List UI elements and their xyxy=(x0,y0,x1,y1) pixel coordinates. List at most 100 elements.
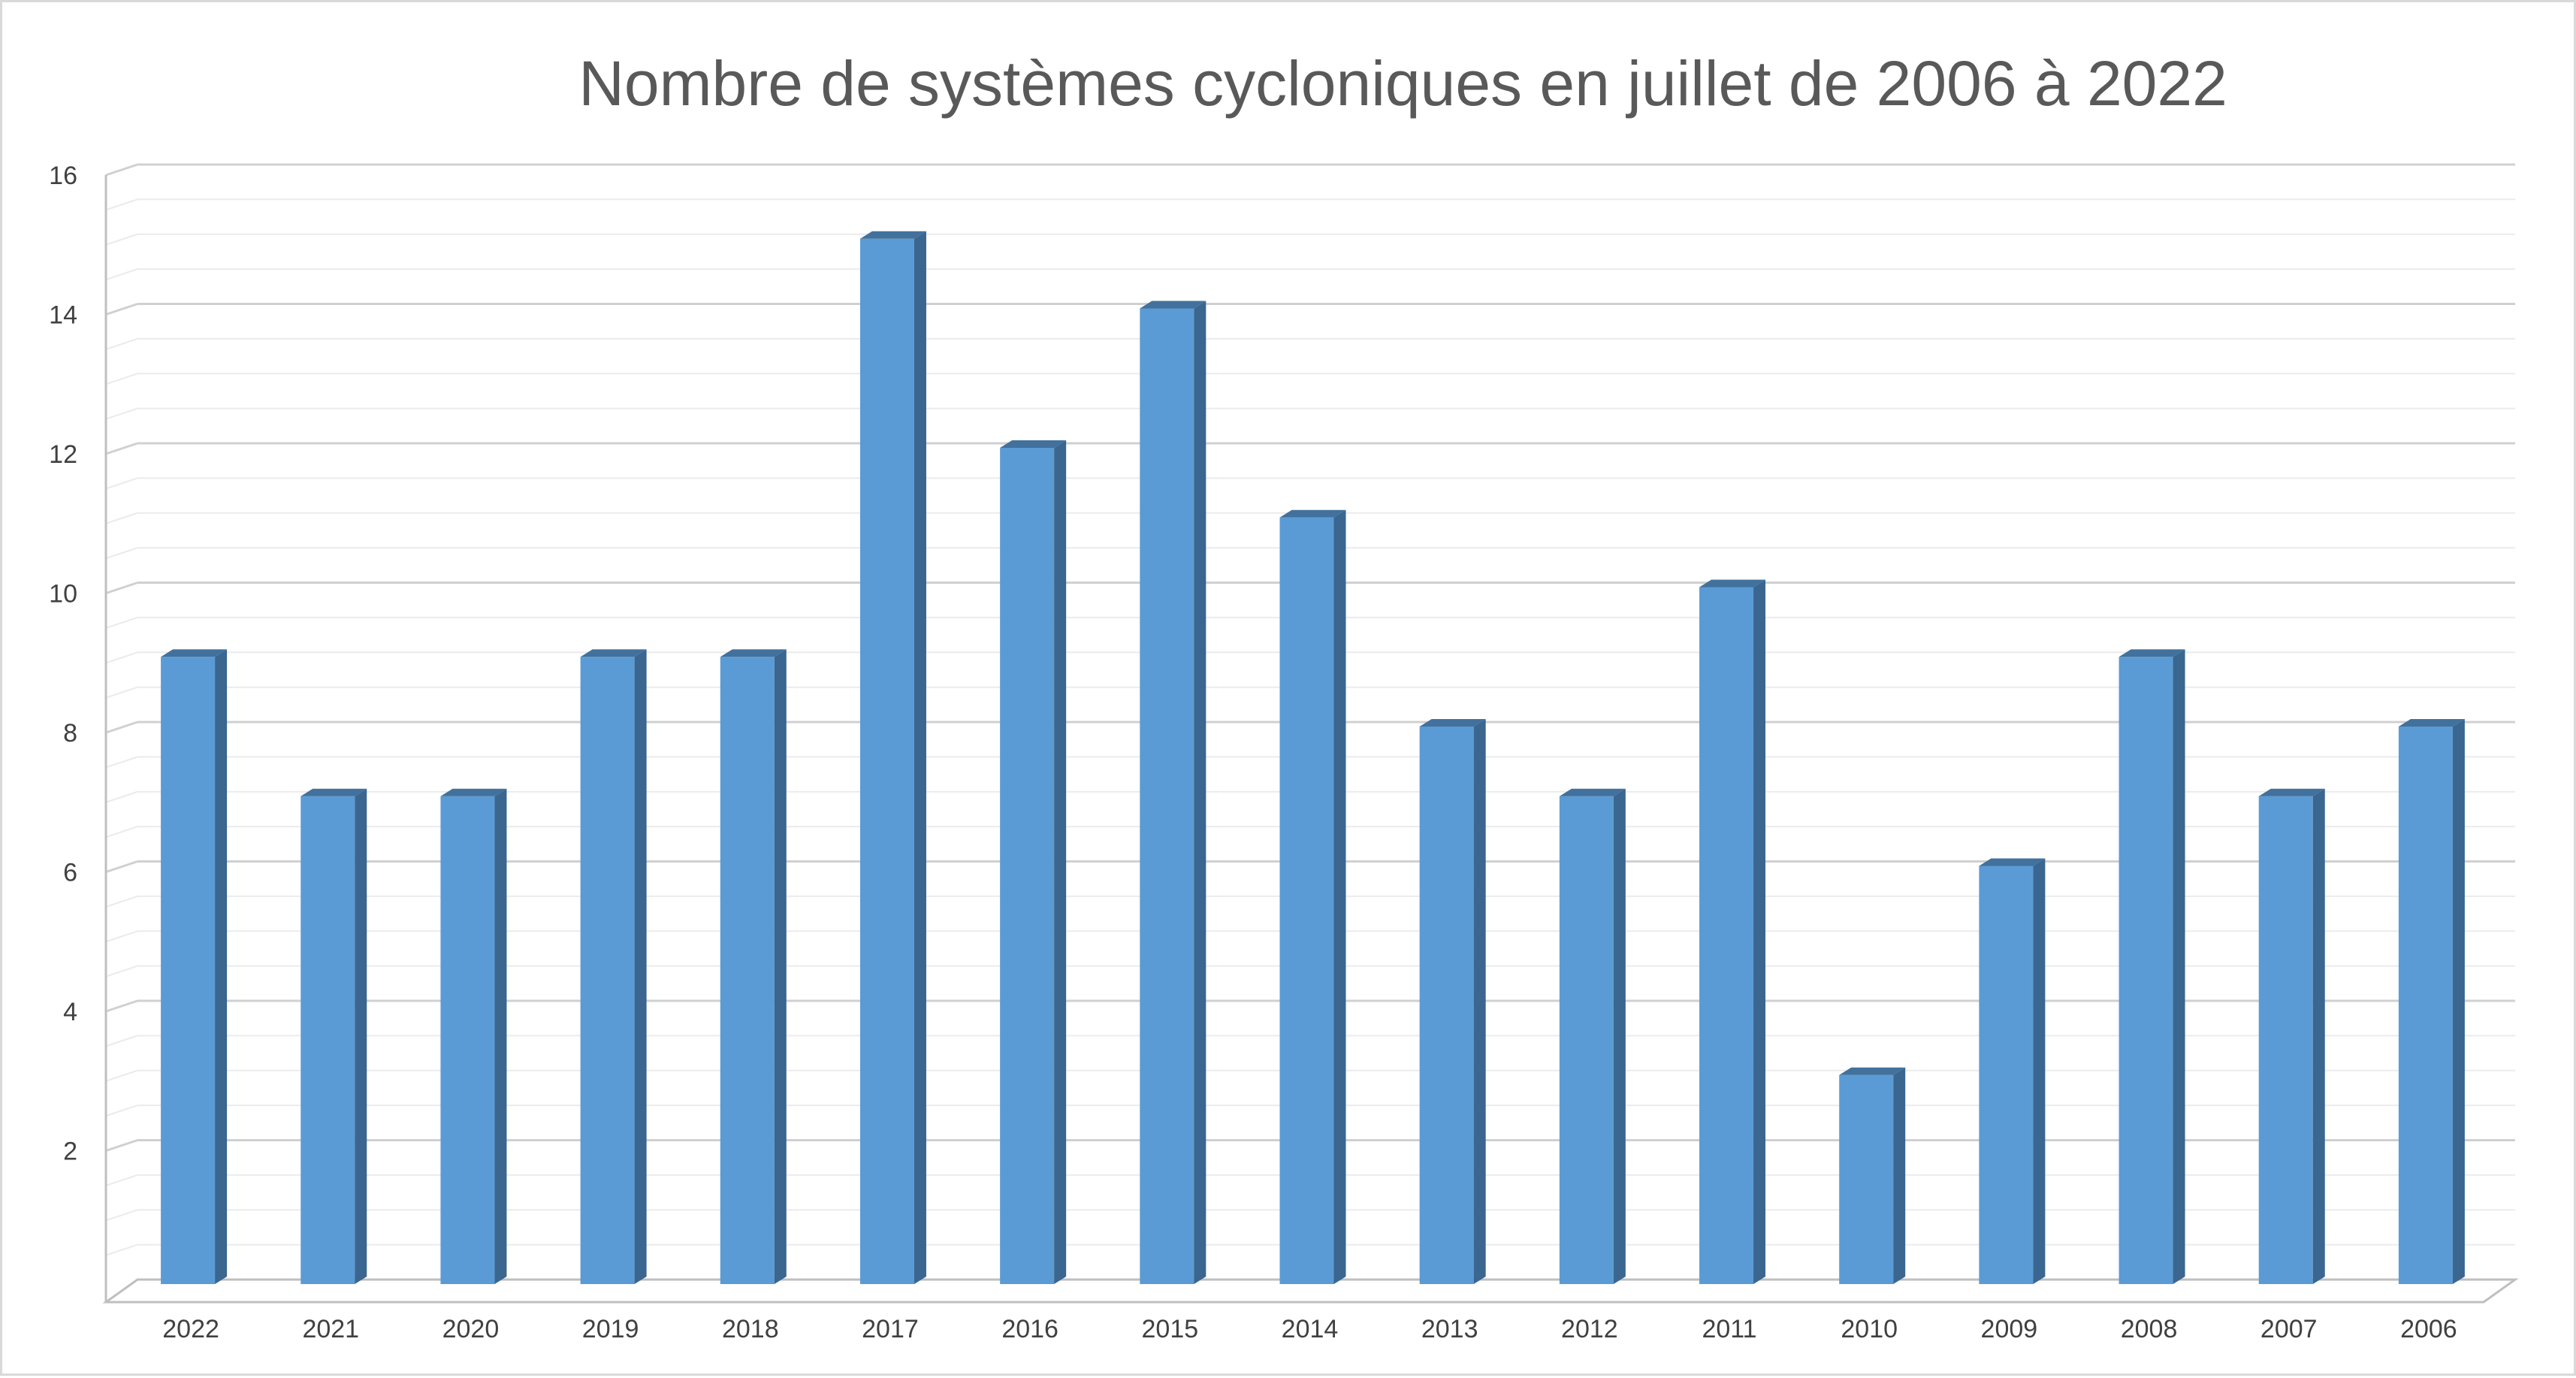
bar-top xyxy=(720,649,787,657)
y-tick-label: 16 xyxy=(49,162,77,190)
bar-2022 xyxy=(161,649,228,1284)
bar-top xyxy=(161,649,228,657)
side-wall-gridline xyxy=(105,1209,138,1222)
bar-front xyxy=(580,657,635,1284)
side-wall-gridline xyxy=(105,337,138,350)
bar-side xyxy=(2033,858,2046,1284)
bar-top xyxy=(1699,579,1766,588)
y-tick-labels: 2 4 6 8 10 12 14 16 xyxy=(49,162,77,1166)
bar-2010 xyxy=(1839,1067,1906,1284)
x-tick-label: 2013 xyxy=(1421,1315,1478,1343)
bar-top xyxy=(1279,509,1346,518)
side-wall-gridline xyxy=(105,756,138,769)
side-wall-gridline xyxy=(105,547,138,560)
bar-side xyxy=(355,788,367,1284)
side-wall-gridline xyxy=(105,582,138,594)
bar-side xyxy=(1473,719,1486,1284)
bar-side xyxy=(494,788,507,1284)
side-wall-gridline xyxy=(105,1139,138,1152)
side-wall-gridline xyxy=(105,303,138,316)
bar-2016 xyxy=(1000,440,1067,1284)
x-tick-label: 2011 xyxy=(1702,1315,1756,1343)
side-wall-gridline xyxy=(105,860,138,873)
y-tick-label: 12 xyxy=(49,440,77,469)
x-tick-label: 2008 xyxy=(2121,1315,2178,1343)
bar-side xyxy=(774,649,787,1284)
side-wall-gridline xyxy=(105,1174,138,1186)
side-wall-gridline xyxy=(105,373,138,385)
bar-front xyxy=(1279,517,1334,1284)
chart-title: Nombre de systèmes cycloniques en juille… xyxy=(578,48,2227,119)
bar-top xyxy=(1000,440,1067,448)
side-wall-gridline xyxy=(105,477,138,490)
x-tick-labels: 2022 2021 2020 2019 2018 2017 2016 2015 2014 2013… xyxy=(162,1315,2457,1343)
side-wall-gridline xyxy=(105,163,138,177)
y-tick-label: 4 xyxy=(63,998,77,1026)
bar-side xyxy=(1753,579,1766,1284)
side-wall-gridline xyxy=(105,233,138,246)
bar-2021 xyxy=(300,788,367,1284)
bar-front xyxy=(720,657,775,1284)
x-tick-label: 2022 xyxy=(162,1315,219,1343)
bar-front xyxy=(161,657,216,1284)
bar-side xyxy=(2312,788,2325,1284)
bar-front xyxy=(2258,796,2313,1284)
bar-front xyxy=(1140,308,1194,1284)
bar-2018 xyxy=(720,649,787,1284)
bar-side xyxy=(1333,509,1346,1284)
x-tick-label: 2006 xyxy=(2400,1315,2457,1343)
bar-2020 xyxy=(440,788,507,1284)
bar-2015 xyxy=(1140,301,1206,1284)
side-wall-gridline xyxy=(105,930,138,943)
bar-front xyxy=(1699,587,1754,1284)
bar-2012 xyxy=(1559,788,1626,1284)
bar-side xyxy=(1194,301,1206,1284)
bar-top xyxy=(1559,788,1626,796)
bar-top xyxy=(2398,719,2465,727)
x-tick-label: 2016 xyxy=(1001,1315,1058,1343)
bar-side xyxy=(215,649,228,1284)
bar-top xyxy=(1419,719,1486,727)
x-tick-label: 2019 xyxy=(582,1315,639,1343)
side-wall-gridline xyxy=(105,1069,138,1082)
side-wall-gridline xyxy=(105,442,138,455)
bar-2014 xyxy=(1279,509,1346,1284)
x-tick-label: 2021 xyxy=(302,1315,359,1343)
bar-side xyxy=(1054,440,1067,1284)
bar-2013 xyxy=(1419,719,1486,1284)
side-wall-gridline xyxy=(105,895,138,908)
bar-front xyxy=(2118,657,2173,1284)
y-tick-label: 2 xyxy=(63,1138,77,1166)
y-tick-label: 10 xyxy=(49,580,77,609)
bar-top xyxy=(440,788,507,796)
bar-top xyxy=(1979,858,2046,866)
bar-2009 xyxy=(1979,858,2046,1284)
side-wall-gridline xyxy=(105,790,138,803)
bar-top xyxy=(580,649,647,657)
bar-top xyxy=(300,788,367,796)
x-tick-label: 2012 xyxy=(1561,1315,1618,1343)
bar-top xyxy=(859,231,926,239)
bar-front xyxy=(1839,1074,1894,1284)
side-wall-gridline xyxy=(105,512,138,524)
bar-front xyxy=(1000,448,1055,1284)
bar-side xyxy=(2452,719,2465,1284)
y-tick-label: 8 xyxy=(63,719,77,748)
bar-2006 xyxy=(2398,719,2465,1284)
bar-top xyxy=(2118,649,2185,657)
bar-front xyxy=(1559,796,1614,1284)
side-wall-gridline xyxy=(105,268,138,281)
side-wall-gridline xyxy=(105,1035,138,1047)
bar-front xyxy=(1419,727,1474,1284)
side-wall-gridline xyxy=(105,616,138,629)
bar-2008 xyxy=(2118,649,2185,1284)
bar-top xyxy=(2258,788,2325,796)
bar-front xyxy=(300,796,355,1284)
side-wall-gridline xyxy=(105,686,138,699)
side-wall-gridline xyxy=(105,407,138,420)
x-tick-label: 2009 xyxy=(1981,1315,2038,1343)
bar-front xyxy=(2398,727,2453,1284)
x-tick-label: 2017 xyxy=(862,1315,919,1343)
